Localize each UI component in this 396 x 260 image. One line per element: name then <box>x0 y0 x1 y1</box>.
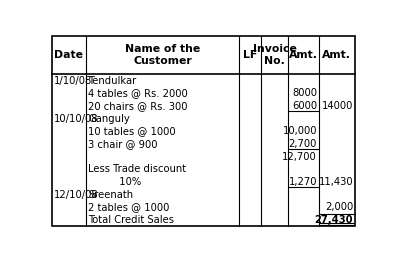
Text: Total Credit Sales: Total Credit Sales <box>88 215 174 225</box>
Text: Tendulkar: Tendulkar <box>88 76 136 86</box>
Text: 10 tables @ 1000: 10 tables @ 1000 <box>88 126 176 136</box>
Text: 10,000: 10,000 <box>283 126 317 136</box>
Text: 1,270: 1,270 <box>289 177 317 187</box>
Text: 10%: 10% <box>88 177 141 187</box>
Text: 4 tables @ Rs. 2000: 4 tables @ Rs. 2000 <box>88 88 188 98</box>
Text: Name of the
Customer: Name of the Customer <box>125 44 200 66</box>
Text: LF: LF <box>243 50 257 60</box>
Text: 3 chair @ 900: 3 chair @ 900 <box>88 139 158 149</box>
Text: Invoice
No.: Invoice No. <box>253 44 296 66</box>
Text: 8000: 8000 <box>292 88 317 98</box>
Text: 12,700: 12,700 <box>282 152 317 162</box>
Text: 2,000: 2,000 <box>325 202 353 212</box>
Text: 11,430: 11,430 <box>318 177 353 187</box>
Text: 27,430: 27,430 <box>314 215 353 225</box>
Text: 12/10/08: 12/10/08 <box>54 190 99 200</box>
Text: Ganguly: Ganguly <box>88 114 130 124</box>
Text: 2,700: 2,700 <box>289 139 317 149</box>
Text: 2 tables @ 1000: 2 tables @ 1000 <box>88 202 169 212</box>
Text: Date: Date <box>54 50 83 60</box>
Text: Amt.: Amt. <box>289 50 318 60</box>
Text: Amt.: Amt. <box>322 50 351 60</box>
Text: 20 chairs @ Rs. 300: 20 chairs @ Rs. 300 <box>88 101 188 111</box>
Text: Sreenath: Sreenath <box>88 190 133 200</box>
Text: 6000: 6000 <box>292 101 317 111</box>
Text: Less Trade discount: Less Trade discount <box>88 164 186 174</box>
Text: 10/10/08: 10/10/08 <box>54 114 98 124</box>
Text: 14000: 14000 <box>322 101 353 111</box>
Text: 1/10/08: 1/10/08 <box>54 76 92 86</box>
